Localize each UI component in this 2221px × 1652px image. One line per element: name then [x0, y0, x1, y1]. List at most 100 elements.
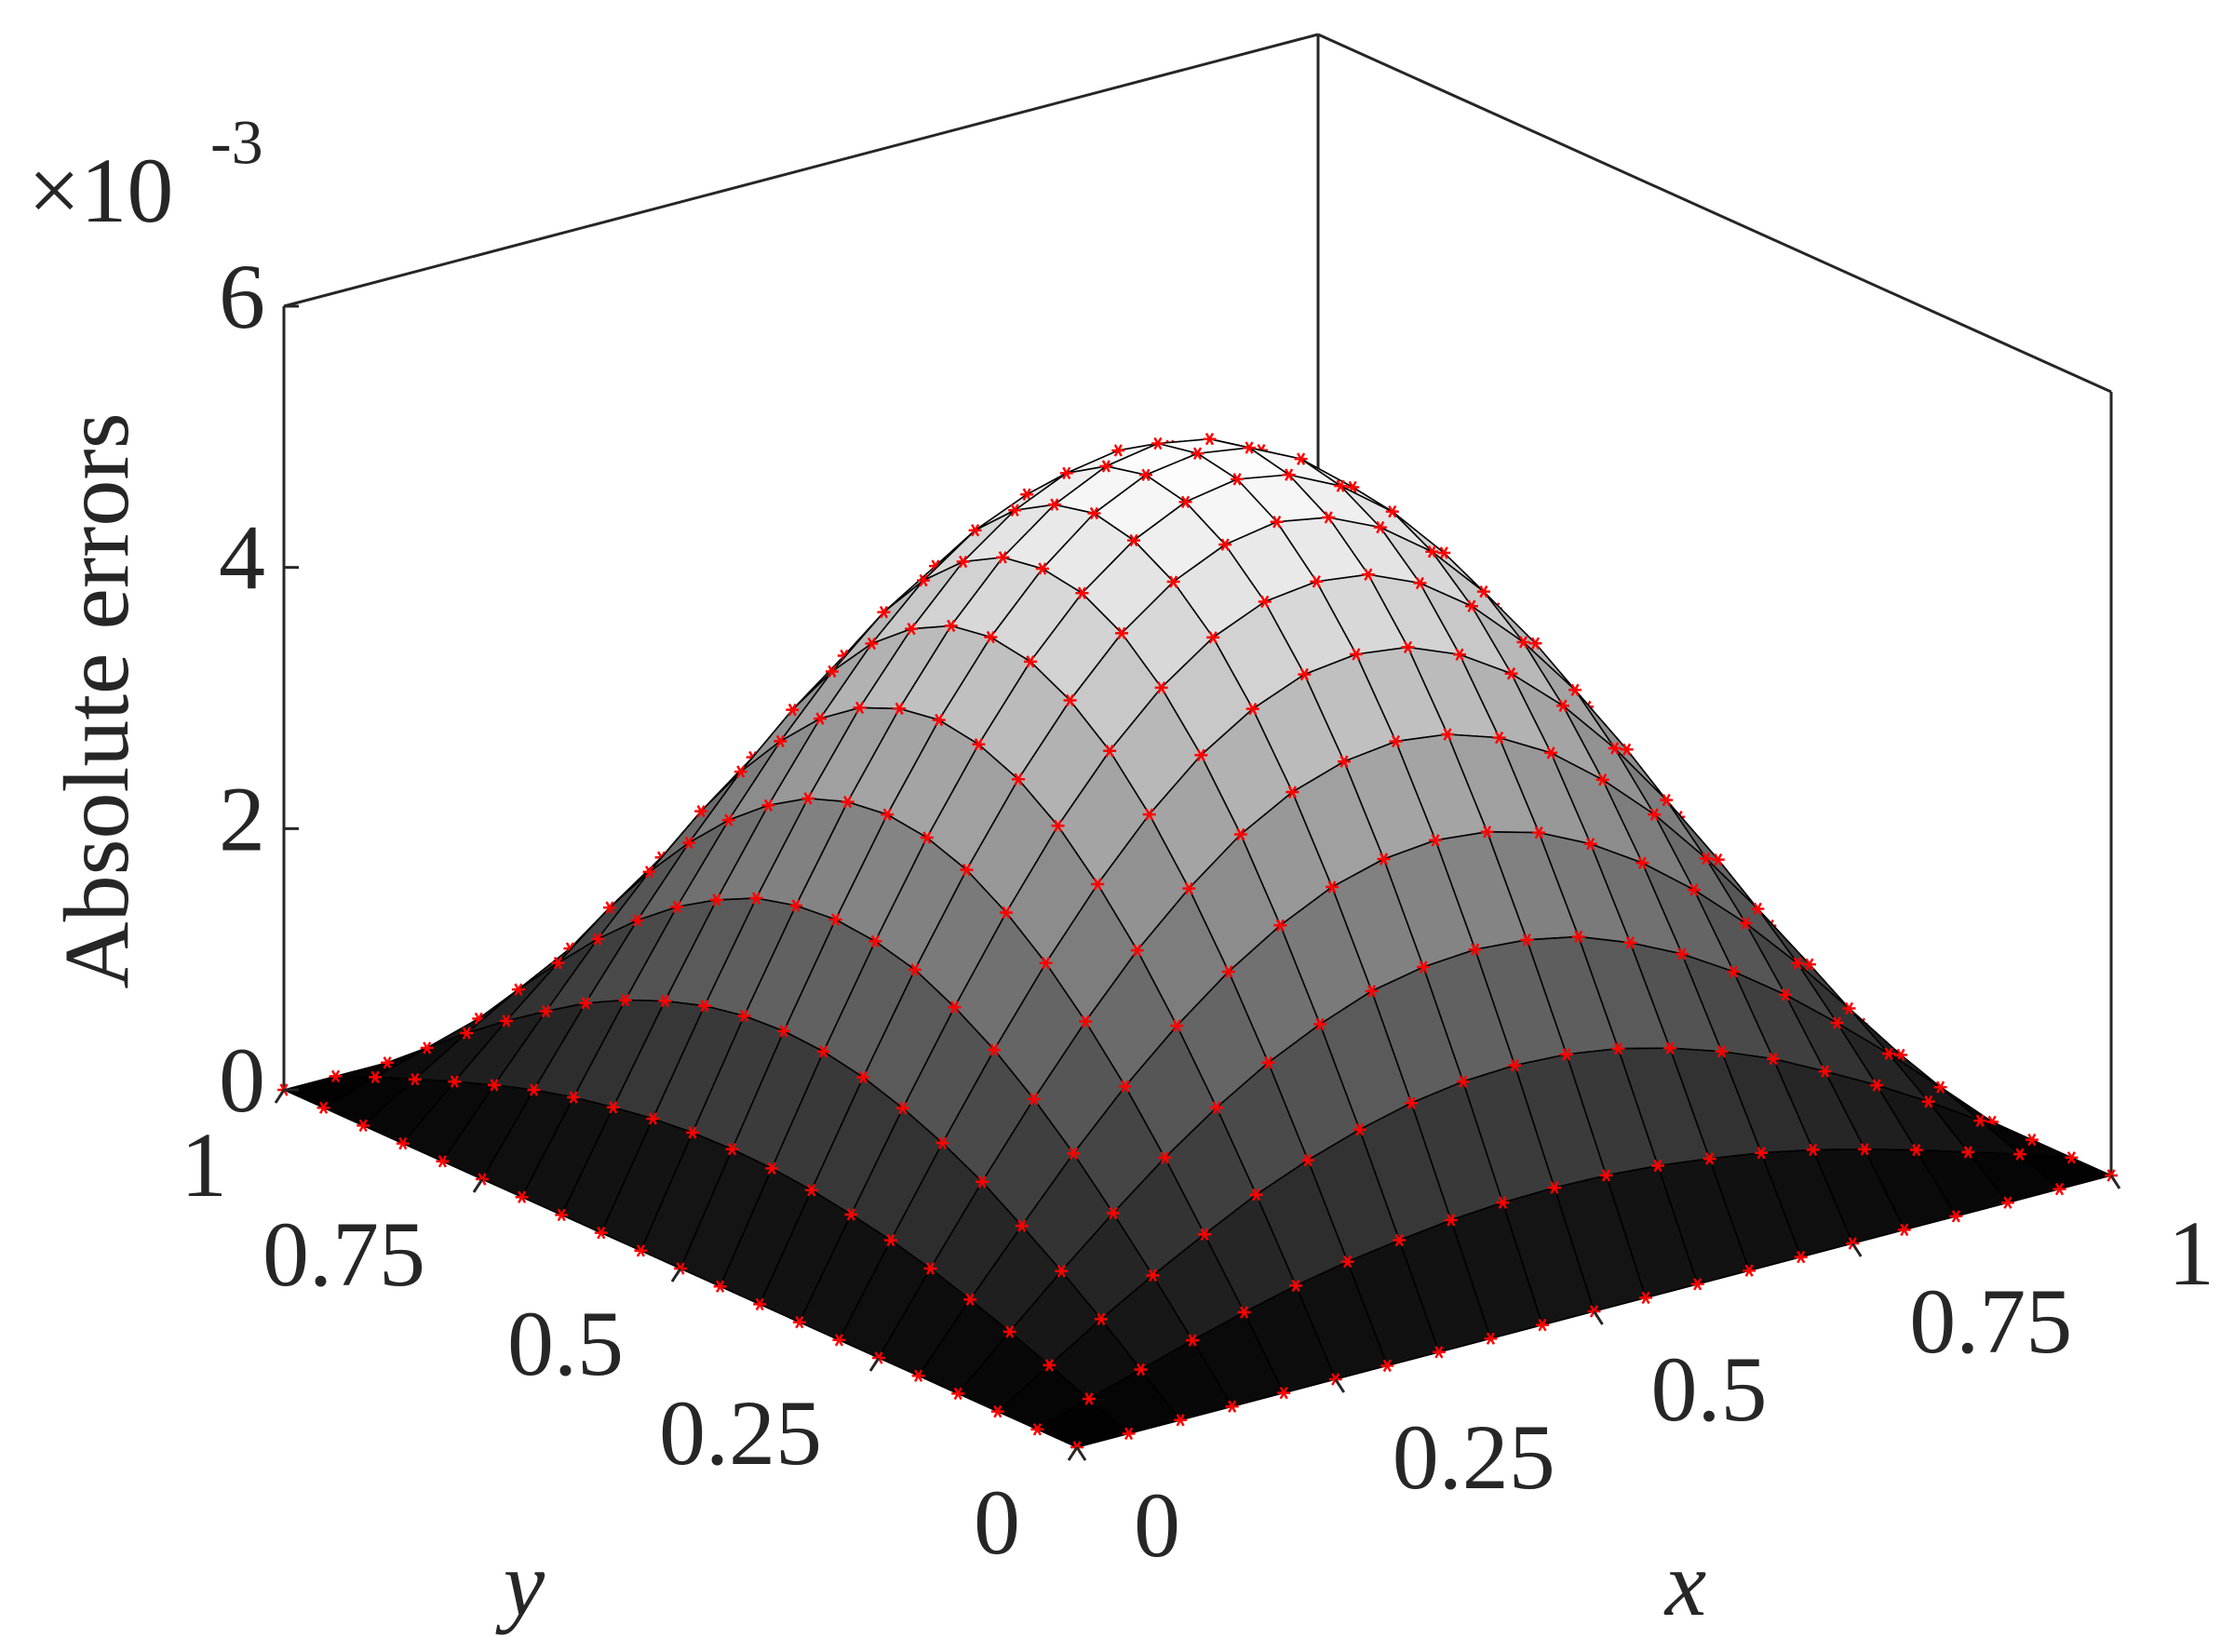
data-point — [960, 863, 974, 877]
data-point — [1170, 1019, 1184, 1032]
data-point — [682, 836, 696, 850]
data-point — [1361, 568, 1375, 581]
data-point — [1277, 1386, 1291, 1400]
data-point — [1842, 1001, 1856, 1015]
data-point — [1380, 1359, 1394, 1373]
z-tick-label: 6 — [219, 245, 265, 348]
data-point — [2025, 1133, 2039, 1147]
data-point — [801, 792, 814, 805]
data-point — [1476, 584, 1490, 598]
data-point — [1405, 1096, 1419, 1109]
data-point — [1432, 1346, 1446, 1359]
x-tick — [1334, 1378, 1346, 1393]
data-point — [1015, 1219, 1029, 1232]
data-point — [1790, 957, 1804, 970]
data-point — [1623, 936, 1637, 949]
data-point — [1568, 683, 1582, 697]
data-point — [357, 1119, 370, 1133]
data-point — [1198, 1228, 1211, 1242]
y-tick — [670, 1268, 682, 1283]
data-point — [1556, 699, 1570, 712]
data-point — [1401, 640, 1415, 654]
data-point — [1059, 466, 1073, 480]
data-point — [1755, 1147, 1769, 1160]
data-point — [1437, 546, 1451, 559]
data-point — [618, 993, 632, 1007]
data-point — [1182, 881, 1196, 895]
y-tick — [868, 1357, 881, 1372]
data-point — [713, 1280, 727, 1293]
data-point — [1429, 834, 1443, 847]
data-point — [606, 1101, 620, 1114]
data-point — [828, 913, 842, 926]
data-point — [976, 1175, 989, 1189]
data-point — [1249, 1188, 1263, 1202]
data-point — [694, 804, 708, 818]
data-point — [1739, 917, 1753, 930]
data-point — [1186, 1334, 1200, 1347]
data-point — [721, 813, 735, 826]
data-point — [1870, 1079, 1884, 1092]
z-multiplier-exponent: -3 — [210, 107, 263, 178]
data-point — [905, 622, 919, 636]
data-point — [1385, 504, 1399, 518]
z-axis-title: Absolute errors — [45, 412, 148, 988]
data-point — [1237, 1306, 1251, 1319]
data-point — [1349, 648, 1363, 661]
data-point — [968, 524, 982, 537]
data-point — [1516, 636, 1530, 649]
data-point — [1118, 1080, 1132, 1093]
y-tick — [274, 1089, 286, 1104]
y-tick-label: 0 — [974, 1471, 1020, 1574]
data-point — [1103, 745, 1117, 758]
data-point — [1830, 1016, 1844, 1029]
data-point — [988, 1043, 1002, 1056]
x-tick — [1593, 1310, 1604, 1325]
data-point — [1806, 1143, 1820, 1157]
data-point — [1079, 1014, 1093, 1028]
data-point — [658, 994, 672, 1008]
data-point — [1035, 562, 1049, 575]
data-point — [1961, 1146, 1975, 1159]
data-point — [956, 555, 970, 569]
data-point — [1218, 538, 1232, 551]
data-point — [1651, 1159, 1664, 1173]
data-point — [789, 899, 803, 912]
data-point — [1389, 734, 1403, 748]
data-point — [765, 1162, 779, 1175]
data-point — [511, 983, 525, 996]
data-point — [1699, 852, 1713, 865]
data-point — [1209, 1101, 1223, 1114]
data-point — [630, 914, 644, 927]
data-point — [1221, 965, 1235, 978]
data-point — [1233, 827, 1247, 841]
data-point — [1063, 693, 1077, 707]
data-point — [774, 734, 787, 748]
data-point — [1270, 516, 1284, 529]
data-point — [1298, 667, 1312, 681]
data-point — [1535, 1318, 1549, 1332]
data-point — [579, 997, 593, 1010]
data-point — [908, 963, 922, 976]
data-point — [1547, 1181, 1561, 1194]
data-point — [1468, 943, 1482, 956]
data-point — [1047, 498, 1061, 511]
data-point — [1464, 599, 1478, 612]
data-point — [963, 1293, 977, 1306]
data-point — [1504, 667, 1518, 680]
data-point — [868, 934, 882, 948]
data-point — [1743, 1264, 1757, 1277]
data-point — [1897, 1223, 1911, 1237]
data-point — [591, 933, 605, 946]
data-point — [555, 1208, 569, 1222]
data-point — [1138, 468, 1152, 481]
data-point — [2000, 1196, 2014, 1209]
data-point — [685, 1126, 699, 1139]
data-point — [1711, 853, 1725, 866]
data-point — [1425, 545, 1439, 558]
data-point — [1794, 1250, 1808, 1264]
x-tick-label: 0 — [1134, 1473, 1180, 1577]
data-point — [697, 999, 711, 1013]
data-point — [1662, 1041, 1676, 1054]
